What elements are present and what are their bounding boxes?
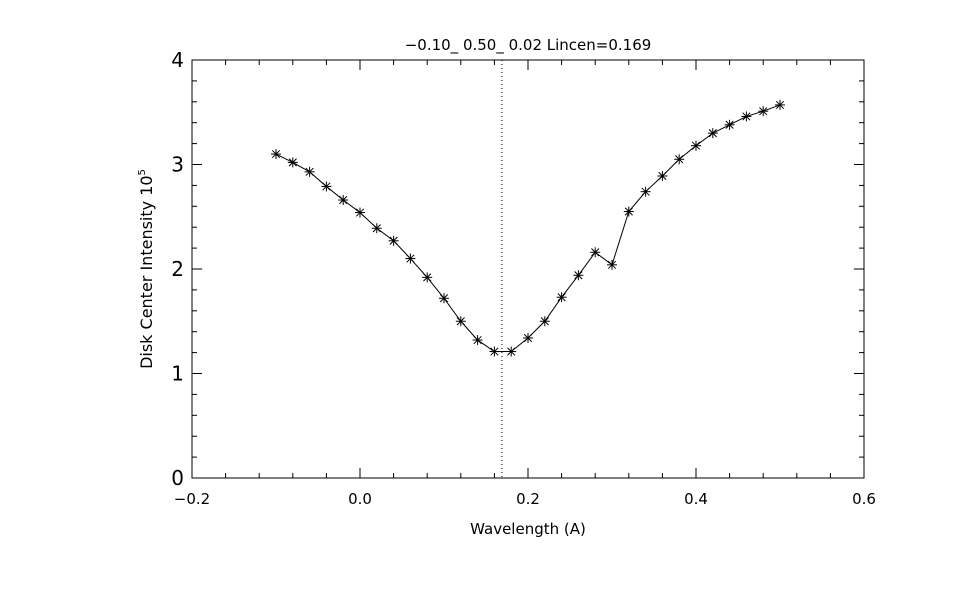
axis-ticks bbox=[191, 59, 865, 479]
data-point bbox=[539, 316, 550, 327]
data-point bbox=[455, 316, 466, 327]
y-axis-label-text: Disk Center Intensity 10 bbox=[137, 175, 156, 368]
data-point bbox=[623, 206, 634, 217]
y-tick-label: 3 bbox=[171, 153, 184, 177]
data-point bbox=[707, 128, 718, 139]
series-line bbox=[275, 104, 781, 353]
data-point bbox=[422, 272, 433, 283]
y-tick-label: 2 bbox=[171, 257, 184, 281]
x-tick-label: −0.2 bbox=[174, 490, 210, 508]
data-point bbox=[523, 332, 533, 343]
data-point bbox=[758, 106, 769, 117]
data-point bbox=[388, 235, 399, 246]
data-point bbox=[674, 154, 685, 165]
y-tick-label: 0 bbox=[171, 466, 184, 490]
data-point bbox=[657, 170, 668, 181]
data-point bbox=[371, 223, 382, 234]
chart-title: −0.10_ 0.50_ 0.02 Lincen=0.169 bbox=[405, 36, 652, 55]
x-tick-label: 0.6 bbox=[852, 490, 876, 508]
data-point bbox=[741, 111, 752, 122]
data-point bbox=[556, 292, 567, 303]
y-axis-label: Disk Center Intensity 105 bbox=[137, 169, 156, 369]
data-point bbox=[640, 186, 651, 197]
data-point bbox=[355, 207, 365, 218]
data-point bbox=[775, 99, 785, 110]
data-point bbox=[304, 166, 315, 177]
data-point bbox=[590, 247, 601, 258]
x-tick-label: 0.2 bbox=[516, 490, 540, 508]
data-markers bbox=[271, 99, 785, 357]
data-point bbox=[287, 157, 298, 168]
plot-frame bbox=[191, 59, 865, 479]
x-axis-label: Wavelength (A) bbox=[470, 520, 586, 538]
data-point bbox=[506, 346, 517, 357]
y-tick-labels: 0 1 2 3 4 bbox=[171, 48, 184, 490]
data-point bbox=[321, 181, 332, 192]
y-axis-label-group: Disk Center Intensity 105 bbox=[137, 169, 156, 369]
x-tick-label: 0.0 bbox=[348, 490, 372, 508]
data-point bbox=[439, 293, 449, 304]
data-point bbox=[271, 149, 281, 160]
data-point bbox=[724, 119, 735, 130]
data-point bbox=[472, 335, 483, 346]
x-tick-label: 0.4 bbox=[684, 490, 708, 508]
y-tick-label: 1 bbox=[171, 362, 184, 386]
data-point bbox=[607, 259, 617, 270]
y-axis-label-exponent: 5 bbox=[137, 169, 148, 175]
y-tick-label: 4 bbox=[171, 48, 184, 72]
data-point bbox=[489, 346, 500, 357]
data-point bbox=[405, 253, 416, 264]
x-tick-labels: −0.2 0.0 0.2 0.4 0.6 bbox=[174, 490, 876, 508]
data-point bbox=[573, 270, 584, 281]
data-point bbox=[691, 140, 701, 151]
data-point bbox=[338, 195, 349, 206]
